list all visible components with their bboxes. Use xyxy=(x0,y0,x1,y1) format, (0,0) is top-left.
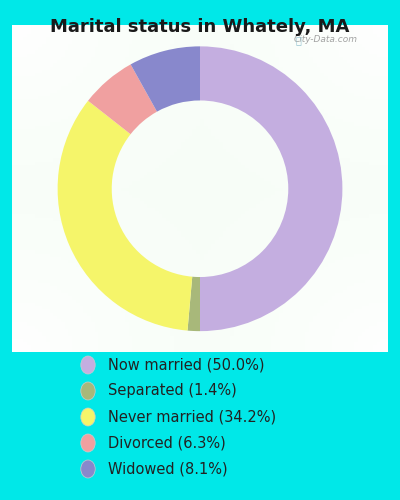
Wedge shape xyxy=(88,64,157,134)
Text: Divorced (6.3%): Divorced (6.3%) xyxy=(108,436,226,450)
Text: Separated (1.4%): Separated (1.4%) xyxy=(108,384,237,398)
Wedge shape xyxy=(131,46,200,112)
Wedge shape xyxy=(200,46,342,331)
Wedge shape xyxy=(58,101,192,330)
Text: Never married (34.2%): Never married (34.2%) xyxy=(108,410,276,424)
Text: Now married (50.0%): Now married (50.0%) xyxy=(108,358,264,372)
Text: City-Data.com: City-Data.com xyxy=(293,35,357,44)
Text: Widowed (8.1%): Widowed (8.1%) xyxy=(108,462,228,476)
Text: Marital status in Whately, MA: Marital status in Whately, MA xyxy=(50,18,350,36)
Text: ⓘ: ⓘ xyxy=(296,35,302,45)
Wedge shape xyxy=(188,276,200,331)
